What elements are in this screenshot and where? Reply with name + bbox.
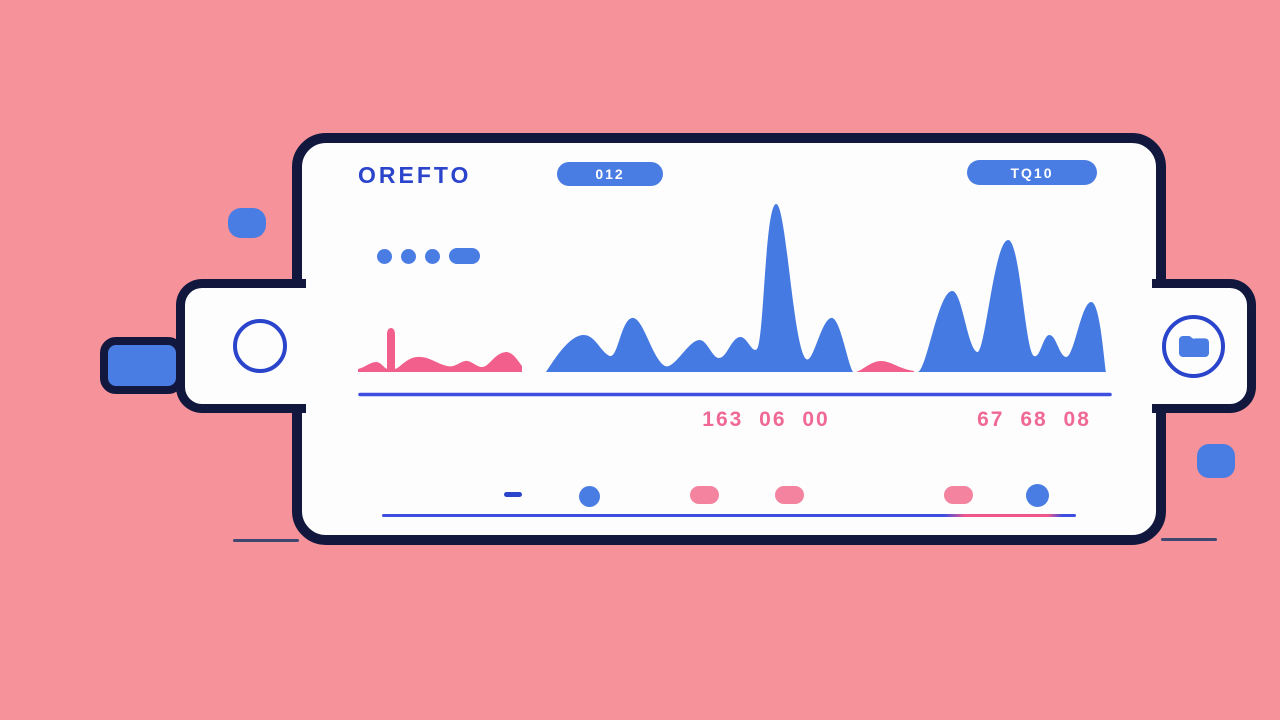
left-circle-button[interactable] — [233, 319, 287, 373]
dot-icon — [425, 248, 440, 264]
badge-left-button[interactable]: 012 — [557, 162, 663, 186]
legend-pink-pill-icon[interactable] — [775, 486, 804, 504]
right-circle-button[interactable] — [1162, 315, 1225, 378]
readout-left: 163 06 00 — [702, 408, 830, 431]
waveform-chart — [358, 203, 1112, 397]
badge-right-button[interactable]: TQ10 — [967, 160, 1097, 185]
legend-blue-dot-icon[interactable] — [579, 486, 600, 507]
legend-pink-pill-icon[interactable] — [690, 486, 719, 504]
readout-right: 67 68 08 — [977, 408, 1091, 431]
dots-indicator — [377, 248, 480, 264]
chart-series-blue-right — [918, 239, 1106, 372]
legend-pink-pill-icon[interactable] — [944, 486, 973, 504]
chart-series-pink-left — [358, 328, 522, 372]
dot-icon — [377, 248, 392, 264]
legend-dash-icon[interactable] — [504, 492, 522, 497]
decorative-line-left — [233, 539, 299, 542]
chart-series-blue-main — [546, 203, 853, 372]
accent-pill-left — [228, 208, 266, 238]
decorative-line-right — [1161, 538, 1217, 541]
device-screen-card: OREFTO 012 TQ10 163 06 00 67 68 08 — [292, 133, 1166, 545]
chart-series-pink-bump — [856, 361, 914, 372]
legend-blue-dot-icon[interactable] — [1026, 484, 1049, 507]
dot-icon — [401, 248, 416, 264]
badge-right-label: TQ10 — [1010, 164, 1054, 181]
progress-line — [382, 514, 1076, 517]
side-plug-button[interactable] — [100, 337, 184, 394]
dot-bar-icon — [449, 248, 480, 264]
app-title: OREFTO — [358, 162, 472, 188]
accent-pill-right — [1197, 444, 1235, 478]
folder-icon — [1178, 336, 1209, 357]
badge-left-label: 012 — [595, 166, 625, 182]
